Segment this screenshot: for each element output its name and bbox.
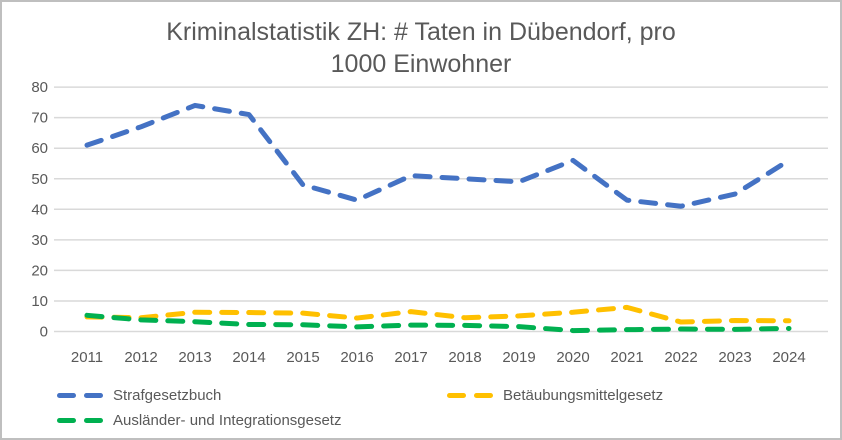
series-line-strafgesetzbuch [84,102,792,209]
x-axis-tick-label-2018: 2018 [448,349,481,366]
x-axis-tick-label-2016: 2016 [340,349,373,366]
legend-dash [447,393,466,398]
legend-item-bet-ubungsmittelgesetz: Betäubungsmittelgesetz [447,387,797,404]
x-axis-tick-label-2013: 2013 [178,349,211,366]
y-axis-tick-label: 20 [31,262,48,279]
x-axis-tick-label-2011: 2011 [71,349,103,366]
legend-dash-marker [57,393,103,398]
y-axis-tick-label: 10 [31,293,48,310]
x-axis-tick-label-2015: 2015 [286,349,319,366]
x-axis-tick-label-2017: 2017 [394,349,427,366]
legend-dash [57,393,76,398]
x-axis-tick-label-2023: 2023 [718,349,751,366]
chart-title: Kriminalstatistik ZH: # Taten in Dübendo… [2,16,840,80]
y-axis-tick-label: 80 [31,79,48,96]
x-axis-tick-label-2024: 2024 [772,349,805,366]
legend-dash-marker [57,418,103,423]
x-axis-tick-label-2012: 2012 [124,349,157,366]
x-axis-tick-label-2020: 2020 [556,349,589,366]
legend-label: Strafgesetzbuch [113,387,222,404]
x-axis-tick-label-2014: 2014 [232,349,265,366]
x-axis-tick-label-2022: 2022 [664,349,697,366]
y-axis-tick-label: 70 [31,110,48,127]
legend-item-strafgesetzbuch: Strafgesetzbuch [57,387,447,404]
y-axis-tick-label: 0 [40,324,48,341]
x-axis-tick-label-2019: 2019 [502,349,535,366]
series-line-ausl-nder-und-integrationsgesetz [84,312,792,334]
legend: Strafgesetzbuch Betäubungsmittelgesetz Aus… [57,383,797,433]
legend-dash-marker [447,393,493,398]
legend-label: Ausländer- und Integrationsgesetz [113,412,342,429]
y-axis-tick-label: 30 [31,232,48,249]
legend-label: Betäubungsmittelgesetz [503,387,664,404]
y-axis-tick-label: 50 [31,171,48,188]
y-axis-tick-label: 40 [31,201,48,218]
legend-item-ausl-nder-und-integrationsgesetz: Ausländer- und Integrationsgesetz [57,412,447,429]
legend-dash [84,393,103,398]
series-line-bet-ubungsmittelgesetz [84,304,792,325]
x-axis-tick-label-2021: 2021 [610,349,643,366]
legend-dash [84,418,103,423]
chart-title-line-1: Kriminalstatistik ZH: # Taten in Dübendo… [166,18,676,46]
chart-title-line-2: 1000 Einwohner [330,50,512,78]
legend-dash [57,418,76,423]
legend-dash [474,393,493,398]
y-axis-tick-label: 60 [31,140,48,157]
